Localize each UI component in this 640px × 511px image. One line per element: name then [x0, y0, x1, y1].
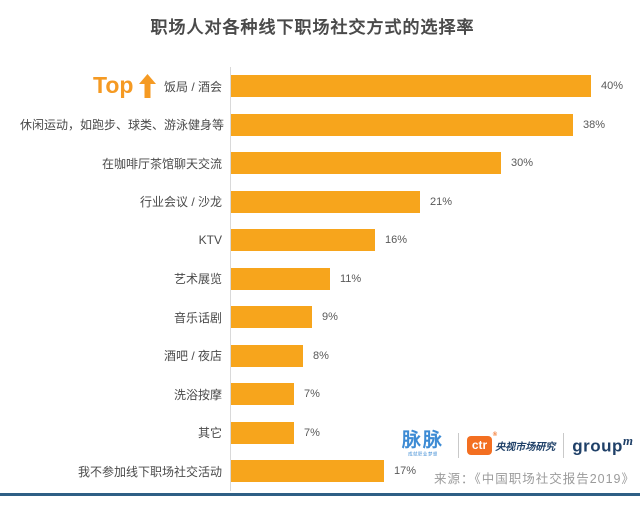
bar-row: 艺术展览 11% [20, 259, 626, 298]
bar-row: 其它 7% [20, 413, 626, 452]
bar-plot-area: 7% [230, 375, 626, 414]
bar-row: 休闲运动，如跑步、球类、游泳健身等 38% [20, 105, 626, 144]
bar [231, 267, 330, 290]
bar-category-label: 酒吧 / 夜店 [163, 349, 222, 364]
footer-logos: 脉脉 成就职业梦想 ctr ® 央视市场研究 groupm [396, 428, 633, 462]
logo-divider [563, 432, 565, 458]
bar-row: KTV 16% [20, 221, 626, 260]
bar-category-label: 洗浴按摩 [173, 387, 222, 402]
bar-value-label: 8% [313, 349, 329, 362]
bar-category-label: 行业会议 / 沙龙 [139, 195, 222, 210]
bar [231, 460, 384, 483]
bar-value-label: 21% [430, 195, 453, 208]
arrow-up-icon [139, 73, 157, 98]
bar-plot-area: 8% [230, 336, 626, 375]
bar-plot-area: 38% [230, 105, 626, 144]
bar-row: 洗浴按摩 7% [20, 375, 626, 414]
bar [231, 306, 312, 329]
bar-plot-area: 30% [230, 144, 626, 183]
bar-row: 音乐话剧 9% [20, 298, 626, 337]
bar-category-label: 饭局 / 酒会 [163, 79, 222, 94]
bar-plot-area: 40% [230, 67, 626, 106]
top-annotation: Top [93, 72, 157, 99]
bar-value-label: 40% [601, 80, 624, 93]
maimai-logo-tagline: 成就职业梦想 [408, 450, 438, 456]
bar [231, 190, 420, 213]
bar-category-label: 其它 [197, 426, 222, 441]
bar-category-label: 在咖啡厅茶馆聊天交流 [101, 156, 222, 171]
bar-value-label: 7% [304, 426, 320, 439]
logo-divider [457, 432, 459, 458]
bar [231, 75, 591, 98]
bar-value-label: 30% [511, 157, 534, 170]
bar-row: 酒吧 / 夜店 8% [20, 336, 626, 375]
bar-row: 在咖啡厅茶馆聊天交流 30% [20, 144, 626, 183]
registered-mark-icon: ® [492, 431, 498, 438]
bar-plot-area: 21% [230, 182, 626, 221]
bar [231, 421, 294, 444]
bar-plot-area: 17% [230, 452, 626, 491]
bar-plot-area: 7% [230, 413, 626, 452]
bar-value-label: 7% [304, 388, 320, 401]
maimai-logo: 脉脉 成就职业梦想 [396, 431, 450, 460]
chart-title: 职场人对各种线下职场社交方式的选择率 [150, 18, 475, 37]
ctr-logo: ctr ® 央视市场研究 [466, 432, 556, 455]
bar-row: 我不参加线下职场社交活动 17% [20, 452, 626, 491]
bar [231, 383, 294, 406]
bar [231, 113, 573, 136]
bar-category-label: KTV [198, 233, 222, 248]
bar-category-label: 我不参加线下职场社交活动 [77, 464, 222, 479]
bar [231, 152, 501, 175]
bar-value-label: 16% [385, 234, 408, 247]
bar-value-label: 9% [322, 311, 338, 324]
source-text: 来源：《中国职场社交报告2019》 [433, 472, 635, 486]
bar-row: 饭局 / 酒会 40% [20, 67, 626, 106]
bar [231, 229, 375, 252]
bar-plot-area: 16% [230, 221, 626, 260]
maimai-logo-text: 脉脉 [401, 429, 444, 451]
bar-value-label: 11% [340, 272, 362, 285]
bar-category-label: 艺术展览 [173, 272, 222, 287]
bar-category-label: 休闲运动，如跑步、球类、游泳健身等 [20, 118, 225, 133]
bar-value-label: 38% [583, 118, 606, 131]
bar-category-label: 音乐话剧 [173, 310, 222, 325]
groupm-logo: groupm [572, 433, 633, 456]
bottom-divider-line [0, 493, 640, 496]
bar-row: 行业会议 / 沙龙 21% [20, 182, 626, 221]
bar [231, 344, 303, 367]
ctr-logo-mark: ctr ® [466, 432, 497, 455]
bar-plot-area: 9% [230, 298, 626, 337]
bar-chart: 饭局 / 酒会 40% 休闲运动，如跑步、球类、游泳健身等 38% 在咖啡厅茶馆聊天交流… [20, 67, 626, 491]
ctr-logo-text: 央视市场研究 [495, 441, 556, 453]
bar-value-label: 17% [394, 465, 417, 478]
top-annotation-label: Top [93, 72, 134, 98]
bar-plot-area: 11% [230, 259, 626, 298]
